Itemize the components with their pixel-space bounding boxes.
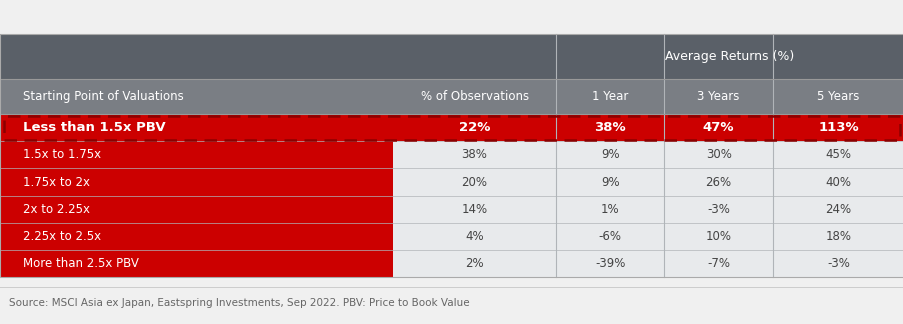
Text: Source: MSCI Asia ex Japan, Eastspring Investments, Sep 2022. PBV: Price to Book: Source: MSCI Asia ex Japan, Eastspring I… — [9, 298, 470, 308]
Text: 20%: 20% — [461, 176, 487, 189]
Bar — [0, 34, 903, 277]
Bar — [393, 196, 903, 223]
Text: Starting Point of Valuations: Starting Point of Valuations — [23, 90, 183, 103]
Text: % of Observations: % of Observations — [420, 90, 528, 103]
Text: 38%: 38% — [461, 148, 487, 161]
Bar — [0, 223, 393, 250]
Text: 45%: 45% — [824, 148, 851, 161]
Text: 9%: 9% — [600, 176, 619, 189]
Text: -7%: -7% — [706, 257, 730, 270]
Text: 1.75x to 2x: 1.75x to 2x — [23, 176, 89, 189]
Text: 24%: 24% — [824, 203, 851, 216]
Text: 113%: 113% — [817, 121, 858, 134]
Bar — [393, 168, 903, 196]
Text: 2x to 2.25x: 2x to 2.25x — [23, 203, 89, 216]
Text: More than 2.5x PBV: More than 2.5x PBV — [23, 257, 138, 270]
Text: 47%: 47% — [703, 121, 733, 134]
Bar — [393, 250, 903, 277]
Text: 26%: 26% — [705, 176, 731, 189]
Bar — [0, 168, 393, 196]
Text: 2%: 2% — [465, 257, 483, 270]
Text: 22%: 22% — [459, 121, 489, 134]
Bar — [0, 196, 393, 223]
Text: 18%: 18% — [824, 230, 851, 243]
Bar — [0, 250, 393, 277]
Text: 1.5x to 1.75x: 1.5x to 1.75x — [23, 148, 100, 161]
Bar — [393, 141, 903, 168]
Text: -3%: -3% — [706, 203, 730, 216]
Text: 2.25x to 2.5x: 2.25x to 2.5x — [23, 230, 100, 243]
Text: 14%: 14% — [461, 203, 487, 216]
Text: 9%: 9% — [600, 148, 619, 161]
Text: 38%: 38% — [594, 121, 625, 134]
Bar — [4, 115, 899, 140]
Text: -3%: -3% — [826, 257, 849, 270]
Text: 4%: 4% — [465, 230, 483, 243]
Text: -6%: -6% — [598, 230, 621, 243]
Text: Average Returns (%): Average Returns (%) — [665, 50, 794, 63]
Text: -39%: -39% — [594, 257, 625, 270]
Text: 1 Year: 1 Year — [591, 90, 628, 103]
Text: 5 Years: 5 Years — [816, 90, 859, 103]
Text: 40%: 40% — [824, 176, 851, 189]
Text: 10%: 10% — [705, 230, 731, 243]
Bar — [0, 79, 903, 114]
Bar — [0, 34, 903, 79]
Text: Less than 1.5x PBV: Less than 1.5x PBV — [23, 121, 165, 134]
Text: 1%: 1% — [600, 203, 619, 216]
Text: 3 Years: 3 Years — [697, 90, 739, 103]
Bar — [0, 114, 903, 141]
Bar — [393, 223, 903, 250]
Bar — [0, 141, 393, 168]
Text: 30%: 30% — [705, 148, 731, 161]
